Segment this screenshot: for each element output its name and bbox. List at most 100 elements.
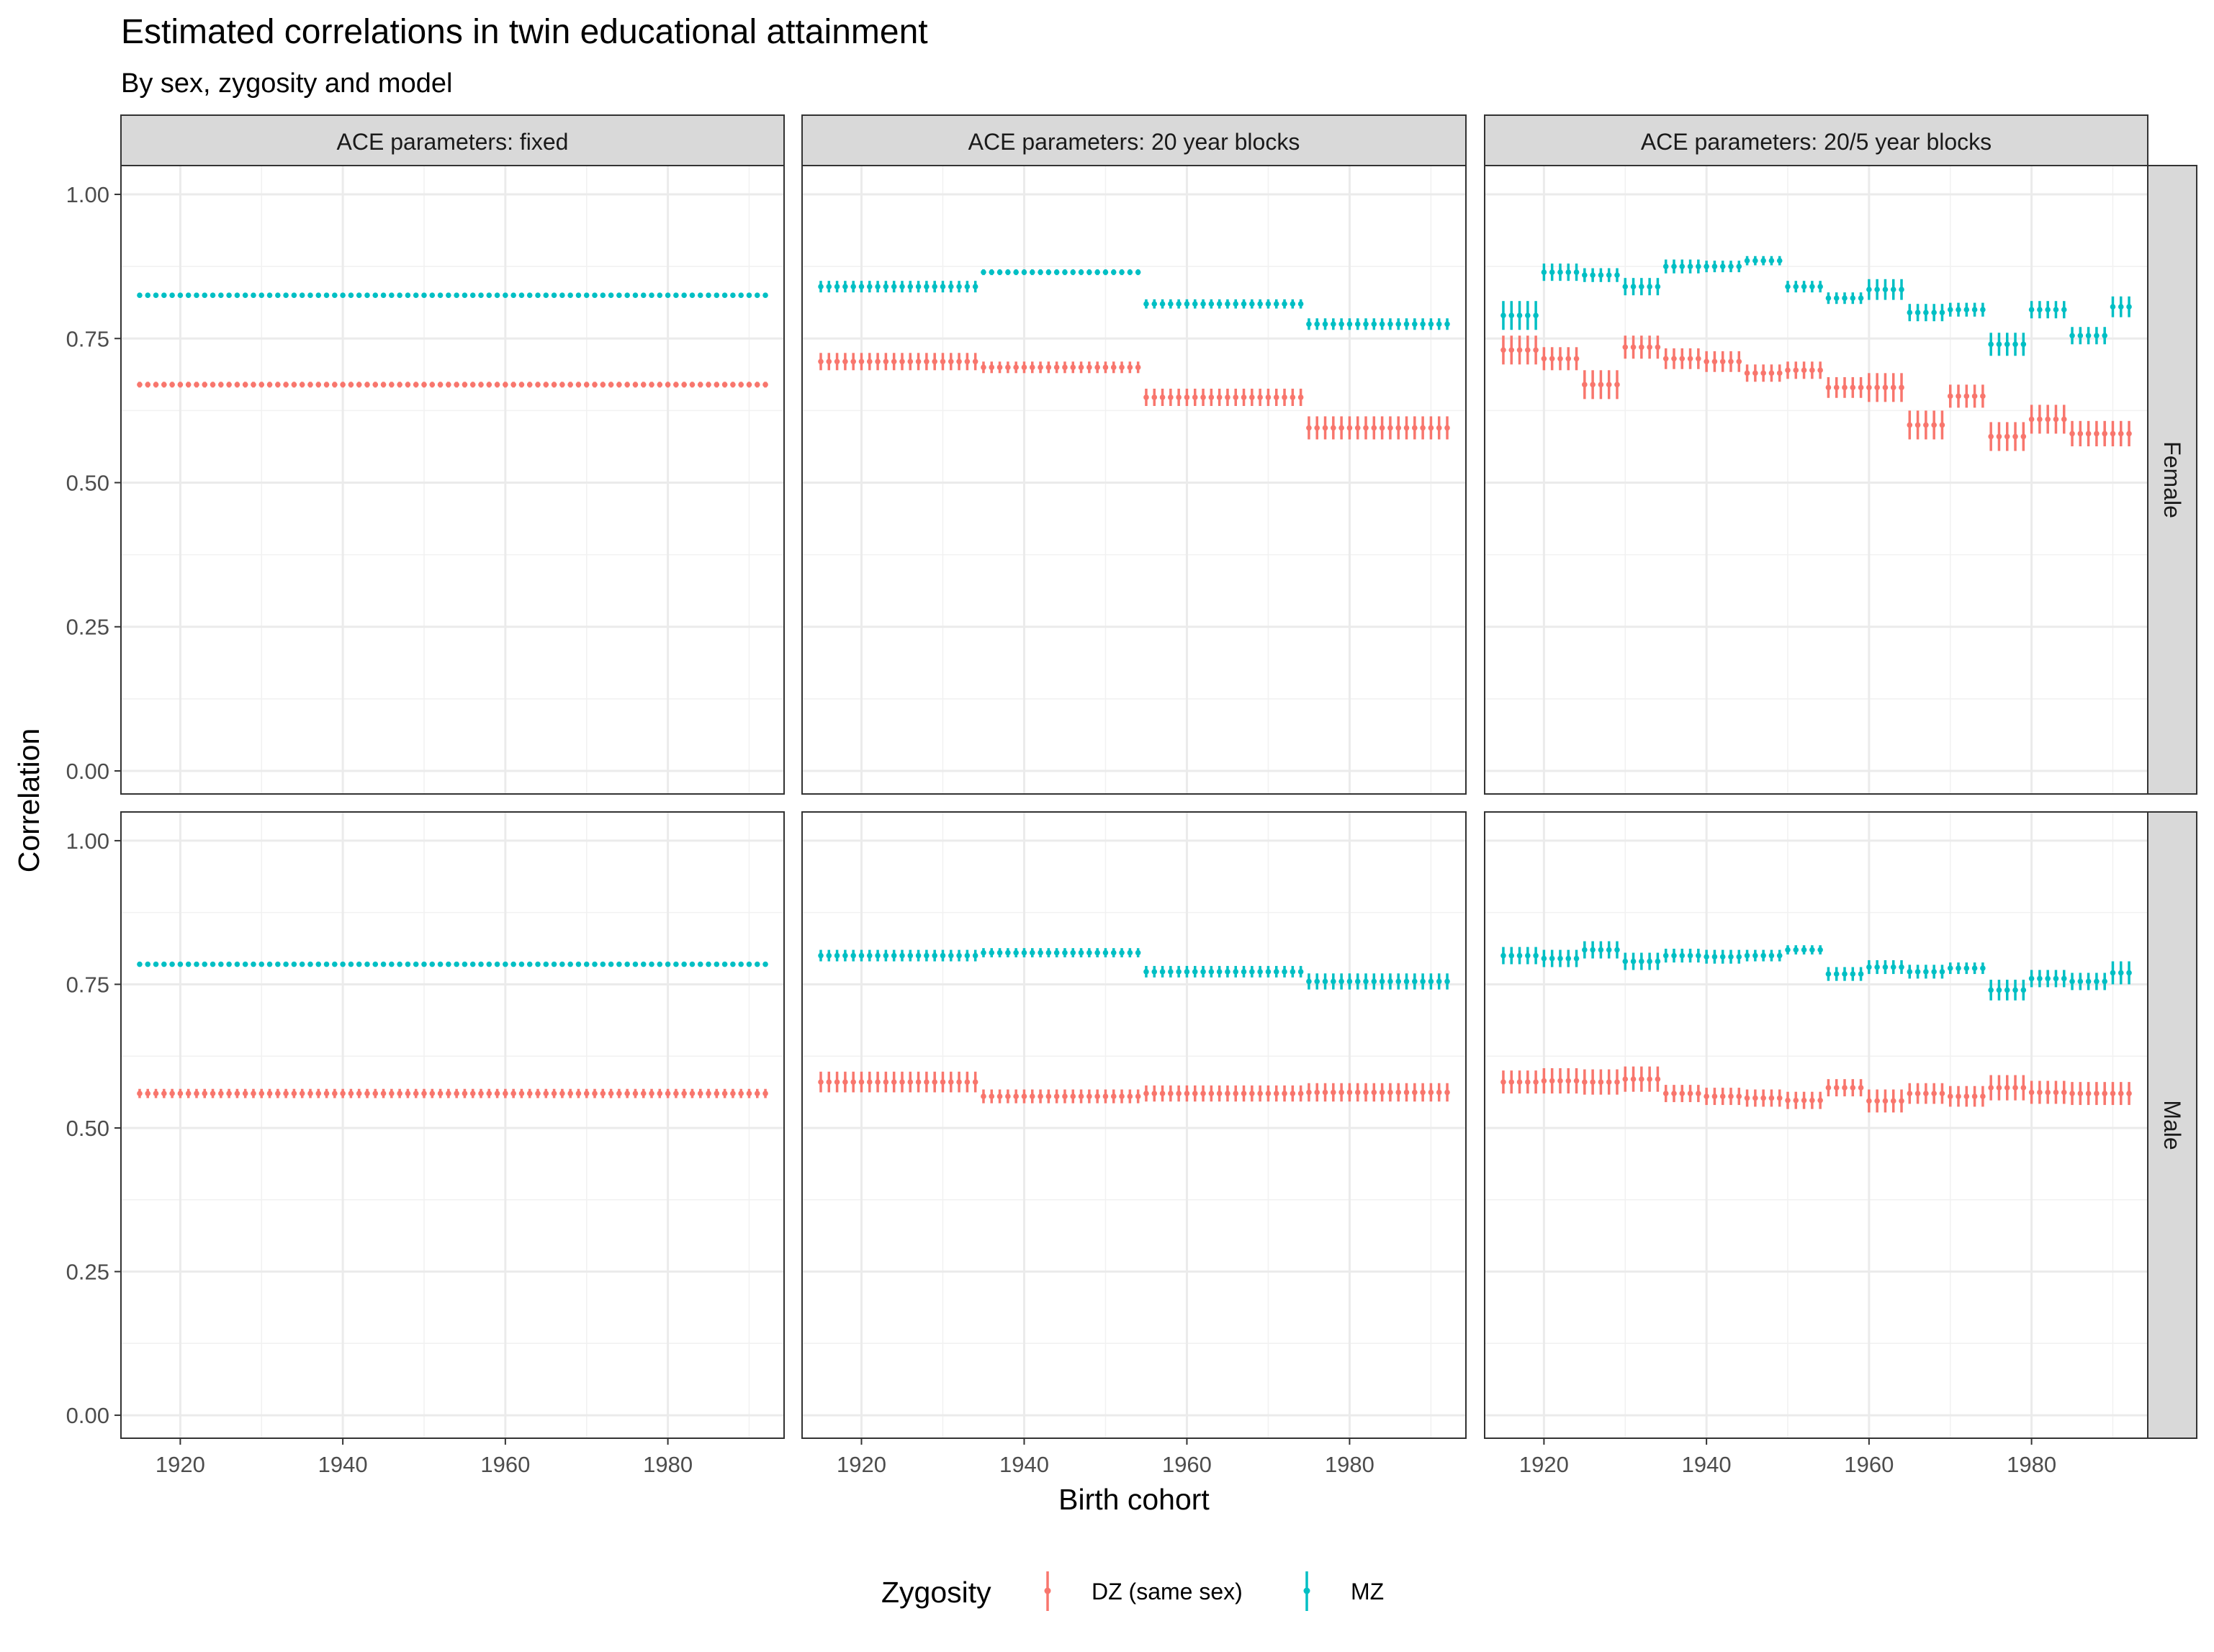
data-point bbox=[1379, 1089, 1385, 1096]
data-point bbox=[1038, 949, 1043, 956]
data-point bbox=[721, 961, 728, 967]
data-point bbox=[1760, 1095, 1766, 1101]
data-point bbox=[1988, 341, 1994, 348]
data-point bbox=[429, 1091, 436, 1096]
data-point bbox=[226, 382, 232, 388]
data-point bbox=[299, 961, 305, 967]
data-point bbox=[2077, 430, 2084, 437]
data-point bbox=[1282, 1091, 1287, 1096]
data-point bbox=[932, 1079, 937, 1085]
data-point bbox=[145, 292, 151, 299]
data-point bbox=[1021, 949, 1027, 956]
data-point bbox=[2028, 307, 2035, 313]
data-point bbox=[1980, 1093, 1986, 1099]
data-point bbox=[1687, 263, 1693, 269]
data-point bbox=[1793, 947, 1799, 953]
data-point bbox=[665, 382, 671, 388]
data-point bbox=[1590, 1079, 1596, 1085]
data-point bbox=[518, 382, 525, 388]
data-point bbox=[177, 1091, 184, 1096]
data-point bbox=[1817, 947, 1823, 953]
data-point bbox=[1630, 1076, 1637, 1082]
data-point bbox=[1988, 433, 1994, 440]
data-point bbox=[2110, 430, 2116, 437]
data-point bbox=[518, 292, 525, 299]
data-point bbox=[1078, 1093, 1084, 1099]
data-point bbox=[161, 382, 167, 388]
data-point bbox=[818, 358, 824, 365]
data-point bbox=[169, 961, 175, 967]
data-point bbox=[1768, 370, 1775, 376]
y-tick-label: 0.75 bbox=[66, 972, 109, 997]
data-point bbox=[1907, 422, 1913, 428]
data-point bbox=[567, 382, 573, 388]
data-point bbox=[1428, 978, 1434, 985]
series-dz bbox=[137, 382, 768, 388]
data-point bbox=[535, 292, 541, 299]
data-point bbox=[340, 1091, 346, 1096]
data-point bbox=[1557, 955, 1563, 962]
data-point bbox=[875, 284, 881, 289]
data-point bbox=[1444, 1089, 1450, 1096]
data-point bbox=[673, 961, 679, 967]
data-point bbox=[1614, 947, 1620, 953]
data-point bbox=[258, 382, 265, 388]
data-point bbox=[915, 1079, 922, 1085]
data-point bbox=[1525, 312, 1531, 319]
data-point bbox=[429, 292, 436, 299]
data-point bbox=[1696, 1091, 1701, 1096]
data-point bbox=[996, 949, 1003, 956]
data-point bbox=[1639, 1076, 1644, 1082]
data-point bbox=[266, 382, 273, 388]
data-point bbox=[1395, 1089, 1402, 1096]
data-point bbox=[1005, 364, 1011, 371]
data-point bbox=[1801, 284, 1807, 289]
data-point bbox=[624, 1091, 630, 1096]
data-point bbox=[1679, 952, 1686, 959]
data-point bbox=[2085, 333, 2092, 339]
data-point bbox=[1038, 269, 1043, 275]
data-point bbox=[964, 952, 971, 959]
data-point bbox=[1988, 1085, 1994, 1091]
data-point bbox=[1338, 978, 1344, 985]
facet-strip-label: ACE parameters: 20/5 year blocks bbox=[1641, 129, 1992, 155]
data-point bbox=[1013, 364, 1019, 371]
data-point bbox=[1070, 949, 1076, 956]
data-point bbox=[1809, 367, 1815, 374]
data-point bbox=[2110, 304, 2116, 310]
data-point bbox=[738, 961, 744, 967]
data-point bbox=[1322, 1089, 1328, 1096]
data-point bbox=[258, 961, 265, 967]
data-point bbox=[714, 1091, 720, 1096]
data-point bbox=[1590, 382, 1596, 388]
data-point bbox=[592, 1091, 598, 1096]
data-point bbox=[1736, 1093, 1742, 1099]
data-point bbox=[866, 284, 873, 289]
data-point bbox=[1850, 1085, 1856, 1091]
data-point bbox=[1159, 969, 1166, 975]
data-point bbox=[1346, 321, 1353, 328]
data-point bbox=[1200, 1091, 1206, 1096]
data-point bbox=[454, 382, 459, 388]
data-point bbox=[1785, 367, 1791, 374]
data-point bbox=[924, 952, 930, 959]
data-point bbox=[1045, 1093, 1052, 1099]
data-point bbox=[1265, 969, 1272, 975]
facet-strip-label: ACE parameters: 20 year blocks bbox=[968, 129, 1300, 155]
data-point bbox=[956, 284, 962, 289]
data-point bbox=[2004, 987, 2010, 993]
x-tick-label: 1920 bbox=[156, 1452, 205, 1477]
legend-title: Zygosity bbox=[881, 1576, 991, 1609]
data-point bbox=[1662, 263, 1669, 269]
data-point bbox=[1013, 1093, 1019, 1099]
data-point bbox=[1744, 370, 1750, 376]
data-point bbox=[2102, 333, 2107, 339]
data-point bbox=[380, 292, 387, 299]
data-point bbox=[226, 1091, 232, 1096]
data-point bbox=[1704, 1093, 1709, 1099]
data-point bbox=[275, 382, 281, 388]
data-point bbox=[1331, 1089, 1336, 1096]
data-point bbox=[1135, 1093, 1141, 1099]
data-point bbox=[1021, 364, 1027, 371]
data-point bbox=[632, 961, 639, 967]
